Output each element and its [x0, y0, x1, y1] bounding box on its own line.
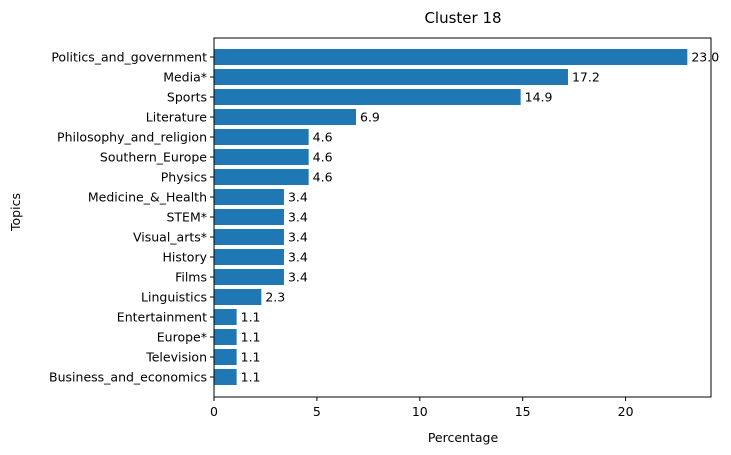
- bar: [214, 329, 237, 345]
- chart-title: Cluster 18: [424, 9, 501, 27]
- x-axis-title: Percentage: [428, 430, 499, 445]
- y-axis-ticks: Politics_and_government Media* Sports Liter…: [49, 50, 214, 385]
- bar-value-label: 4.6: [313, 130, 333, 145]
- bar: [214, 229, 284, 245]
- y-tick-label: STEM*: [166, 210, 207, 225]
- y-tick-label: Politics_and_government: [51, 50, 207, 65]
- bar: [214, 209, 284, 225]
- x-tick-label: 5: [313, 404, 321, 419]
- bar-value-label: 3.4: [288, 270, 308, 285]
- y-tick-label: Films: [175, 270, 207, 285]
- bar-value-label: 1.1: [241, 310, 261, 325]
- bar-value-label: 17.2: [572, 70, 600, 85]
- x-tick-label: 0: [210, 404, 218, 419]
- bar-value-label: 6.9: [360, 110, 380, 125]
- y-tick-label: Literature: [146, 110, 208, 125]
- bar: [214, 249, 284, 265]
- bar-value-labels: 23.017.214.96.94.64.64.63.43.43.43.43.42…: [241, 50, 720, 385]
- y-tick-label: Linguistics: [141, 290, 207, 305]
- bar: [214, 49, 688, 65]
- y-tick-label: History: [163, 250, 208, 265]
- y-tick-label: Europe*: [157, 330, 207, 345]
- bar: [214, 369, 237, 385]
- bar-value-label: 1.1: [241, 330, 261, 345]
- bars-group: [214, 49, 688, 385]
- bar-value-label: 3.4: [288, 230, 308, 245]
- x-tick-label: 15: [515, 404, 531, 419]
- plot-frame: [213, 37, 712, 398]
- y-tick-label: Physics: [161, 170, 207, 185]
- bar: [214, 149, 309, 165]
- bar-value-label: 3.4: [288, 190, 308, 205]
- bar-value-label: 3.4: [288, 250, 308, 265]
- y-tick-label: Sports: [167, 90, 207, 105]
- x-axis-ticks: 0 5 10 15 20: [210, 397, 634, 419]
- bar-value-label: 23.0: [691, 50, 719, 65]
- y-tick-label: Media*: [163, 70, 207, 85]
- y-tick-label: Entertainment: [117, 310, 207, 325]
- bar: [214, 309, 237, 325]
- bar: [214, 129, 309, 145]
- x-tick-label: 20: [618, 404, 634, 419]
- bar: [214, 69, 568, 85]
- bar-value-label: 2.3: [265, 290, 285, 305]
- bar: [214, 289, 262, 305]
- y-tick-label: Medicine_&_Health: [88, 190, 207, 205]
- bar: [214, 109, 356, 125]
- bar-value-label: 3.4: [288, 210, 308, 225]
- bar-value-label: 4.6: [313, 170, 333, 185]
- bar-value-label: 4.6: [313, 150, 333, 165]
- y-tick-label: Philosophy_and_religion: [57, 130, 207, 145]
- bar: [214, 349, 237, 365]
- y-tick-label: Business_and_economics: [49, 370, 207, 385]
- bar-value-label: 1.1: [241, 350, 261, 365]
- bar: [214, 269, 284, 285]
- bar: [214, 169, 309, 185]
- y-tick-label: Television: [145, 350, 207, 365]
- x-tick-label: 10: [412, 404, 428, 419]
- bar-value-label: 14.9: [525, 90, 553, 105]
- y-axis-title: Topics: [8, 193, 23, 232]
- y-tick-label: Southern_Europe: [100, 150, 207, 165]
- bar-value-label: 1.1: [241, 370, 261, 385]
- y-tick-label: Visual_arts*: [133, 230, 207, 245]
- bar: [214, 89, 521, 105]
- bar: [214, 189, 284, 205]
